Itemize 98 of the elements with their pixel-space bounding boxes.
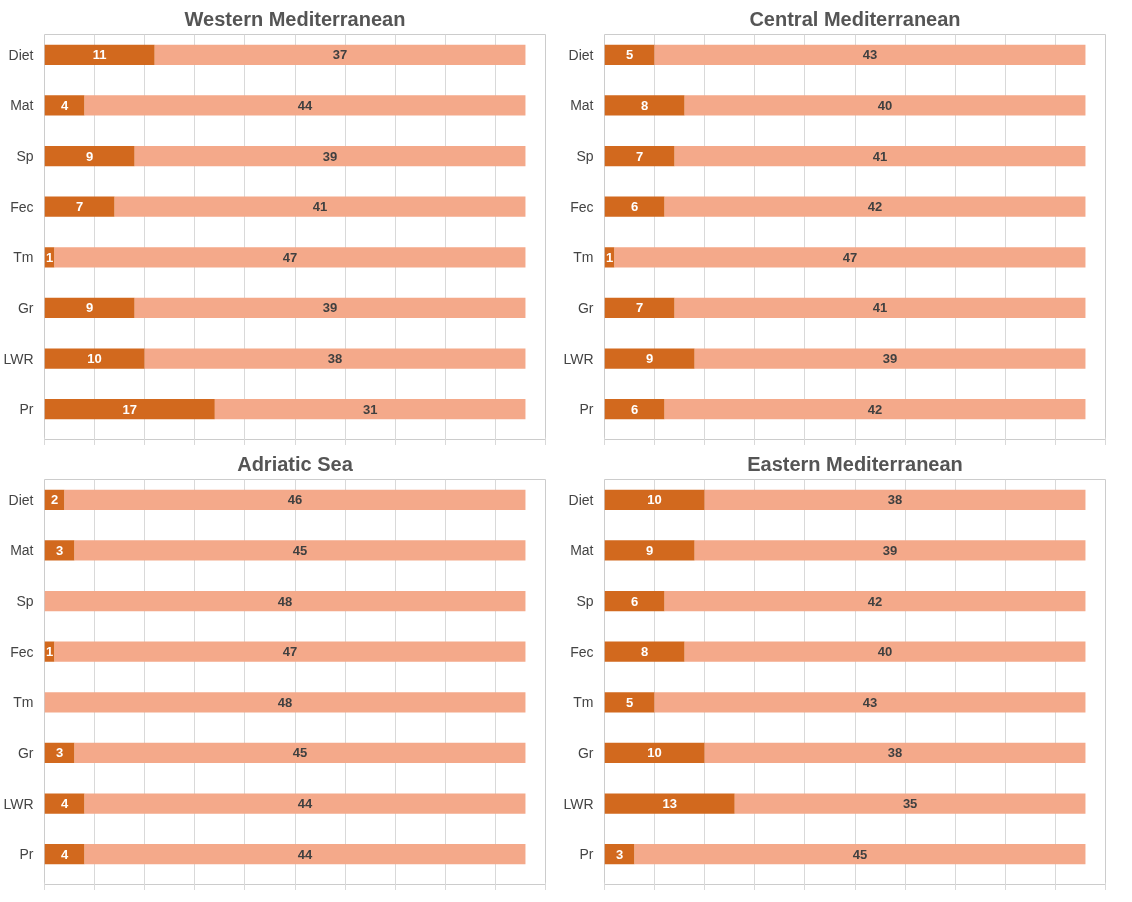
y-tick-label: Gr [577,299,594,316]
data-label: 3 [55,745,64,761]
y-tick-label: Mat [10,542,34,559]
data-label: 41 [872,300,888,316]
data-label: 17 [122,401,137,417]
data-label: 38 [887,492,903,508]
data-label: 43 [862,694,878,710]
data-label: 9 [85,300,94,316]
data-label: 9 [85,148,94,164]
data-label: 39 [882,542,898,558]
data-label: 10 [647,745,662,761]
data-label: 45 [292,745,308,761]
y-tick-label: LWR [563,350,594,367]
y-tick-label: LWR [563,795,594,812]
data-label: 38 [887,745,903,761]
data-label: 1 [45,249,54,265]
data-label: 39 [322,300,338,316]
data-label: 45 [292,542,308,558]
data-label: 47 [282,644,298,660]
data-label: 1 [605,249,614,265]
y-tick-label: Gr [17,299,34,316]
y-tick-label: LWR [3,795,34,812]
y-tick-label: Pr [19,846,34,863]
y-tick-label: LWR [3,350,34,367]
data-label: 39 [882,351,898,366]
y-tick-label: Fec [570,198,594,215]
y-tick-label: Diet [568,491,594,508]
data-label: 4 [60,846,69,862]
data-label: 6 [630,593,639,609]
data-label: 11 [92,47,107,63]
data-label: 7 [75,199,84,215]
data-label: 38 [327,351,343,366]
chart-title: Western Mediterranean [184,7,406,30]
data-label: 4 [60,97,69,113]
y-tick-label: Pr [579,401,594,418]
data-label: 9 [645,351,654,366]
data-label: 2 [50,492,59,508]
data-label: 9 [645,542,654,558]
y-tick-label: Mat [570,97,594,114]
y-tick-label: Sp [576,593,594,609]
y-tick-label: Sp [576,148,594,164]
data-label: 6 [630,401,639,417]
y-tick-label: Diet [8,491,34,508]
y-tick-label: Diet [568,46,594,63]
data-label: 40 [877,97,893,113]
y-tick-label: Pr [579,846,594,863]
data-label: 10 [87,351,102,366]
data-label: 45 [852,846,868,862]
data-label: 42 [867,593,883,609]
y-tick-label: Sp [16,148,34,164]
data-label: 47 [842,249,858,265]
data-label: 48 [277,694,293,710]
data-label: 43 [862,47,878,63]
y-tick-label: Tm [573,694,594,711]
y-tick-label: Tm [13,694,34,711]
data-label: 7 [635,300,644,316]
data-label: 1 [45,644,54,660]
data-label: 44 [297,846,314,862]
y-tick-label: Sp [16,593,34,609]
data-label: 7 [635,148,644,164]
data-label: 44 [297,796,314,811]
data-label: 46 [287,492,303,508]
y-tick-label: Tm [13,249,34,266]
data-label: 42 [867,199,883,215]
y-tick-label: Gr [577,744,594,761]
y-tick-label: Gr [17,744,34,761]
data-label: 39 [322,148,338,164]
data-label: 41 [312,199,328,215]
data-label: 44 [297,97,314,113]
data-label: 37 [332,47,348,63]
data-label: 41 [872,148,888,164]
data-label: 13 [662,796,677,811]
chart-title: Central Mediterranean [749,7,961,30]
y-tick-label: Mat [570,542,594,559]
data-label: 3 [615,846,624,862]
y-tick-label: Tm [573,249,594,266]
y-tick-label: Fec [10,198,34,215]
y-tick-label: Fec [10,643,34,660]
data-label: 48 [277,593,293,609]
data-label: 8 [640,97,649,113]
y-tick-label: Fec [570,643,594,660]
y-tick-label: Pr [19,401,34,418]
data-label: 47 [282,249,298,265]
data-label: 4 [60,796,69,811]
data-label: 5 [625,694,634,710]
chart-title: Eastern Mediterranean [747,452,963,475]
y-tick-label: Mat [10,97,34,114]
data-label: 42 [867,401,883,417]
data-label: 31 [362,401,378,417]
data-label: 40 [877,644,893,660]
data-label: 3 [55,542,64,558]
data-label: 10 [647,492,662,508]
chart-title: Adriatic Sea [237,452,354,475]
data-label: 8 [640,644,649,660]
data-label: 5 [625,47,634,63]
y-tick-label: Diet [8,46,34,63]
data-label: 35 [902,796,918,811]
data-label: 6 [630,199,639,215]
